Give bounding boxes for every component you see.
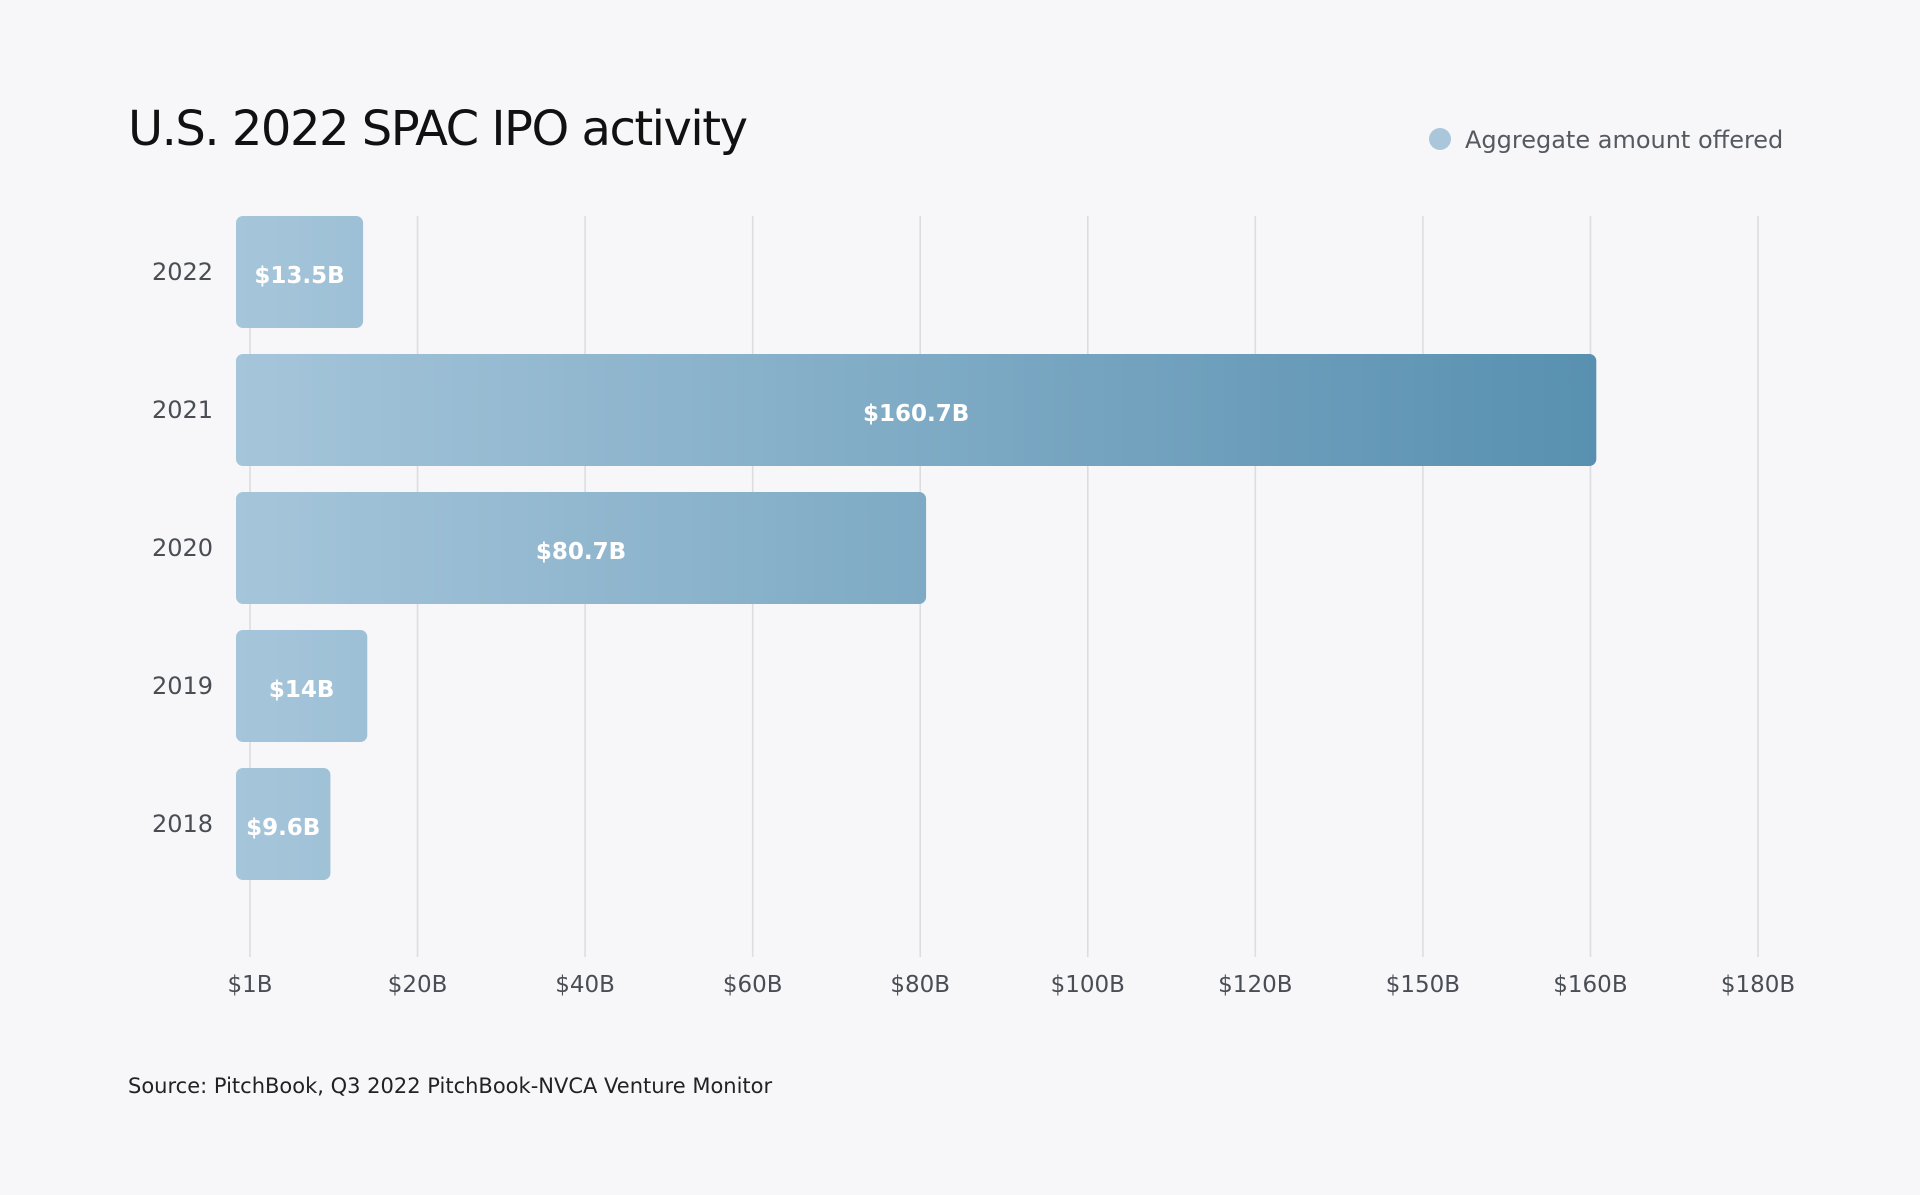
legend-swatch <box>1429 128 1451 150</box>
x-tick-label: $20B <box>388 972 448 998</box>
x-tick-label: $80B <box>890 972 950 998</box>
legend-label: Aggregate amount offered <box>1465 126 1783 154</box>
x-tick-label: $60B <box>723 972 783 998</box>
x-tick-label: $120B <box>1218 972 1292 998</box>
category-label: 2018 <box>152 810 213 838</box>
bar-value-label: $13.5B <box>254 263 344 289</box>
category-label: 2021 <box>152 396 213 424</box>
bar-value-label: $160.7B <box>863 401 969 427</box>
category-label: 2020 <box>152 534 213 562</box>
x-tick-label: $150B <box>1386 972 1460 998</box>
bar-value-label: $9.6B <box>246 815 320 841</box>
chart-title: U.S. 2022 SPAC IPO activity <box>128 101 747 157</box>
x-axis-ticks: $1B $20B $40B $60B $80B $100B $120B $150B $160B $… <box>227 972 1795 998</box>
legend: Aggregate amount offered <box>1429 126 1783 154</box>
x-tick-label: $180B <box>1721 972 1795 998</box>
bar-2018 <box>236 768 331 880</box>
x-tick-label: $1B <box>227 972 272 998</box>
bar-2022 <box>236 216 364 328</box>
bars: $13.5B $160.7B $80.7B $14B $9.6B <box>236 216 1597 880</box>
source-note: Source: PitchBook, Q3 2022 PitchBook-NVC… <box>128 1074 773 1098</box>
category-labels: 2022 2021 2020 2019 2018 <box>152 258 213 838</box>
bar-2020 <box>236 492 927 604</box>
bar-2021 <box>236 354 1597 466</box>
bar-value-label: $80.7B <box>536 539 626 565</box>
category-label: 2019 <box>152 672 213 700</box>
bar-2019 <box>236 630 368 742</box>
category-label: 2022 <box>152 258 213 286</box>
x-tick-label: $100B <box>1051 972 1125 998</box>
x-tick-label: $40B <box>555 972 615 998</box>
x-tick-label: $160B <box>1553 972 1627 998</box>
bar-value-label: $14B <box>269 677 335 703</box>
